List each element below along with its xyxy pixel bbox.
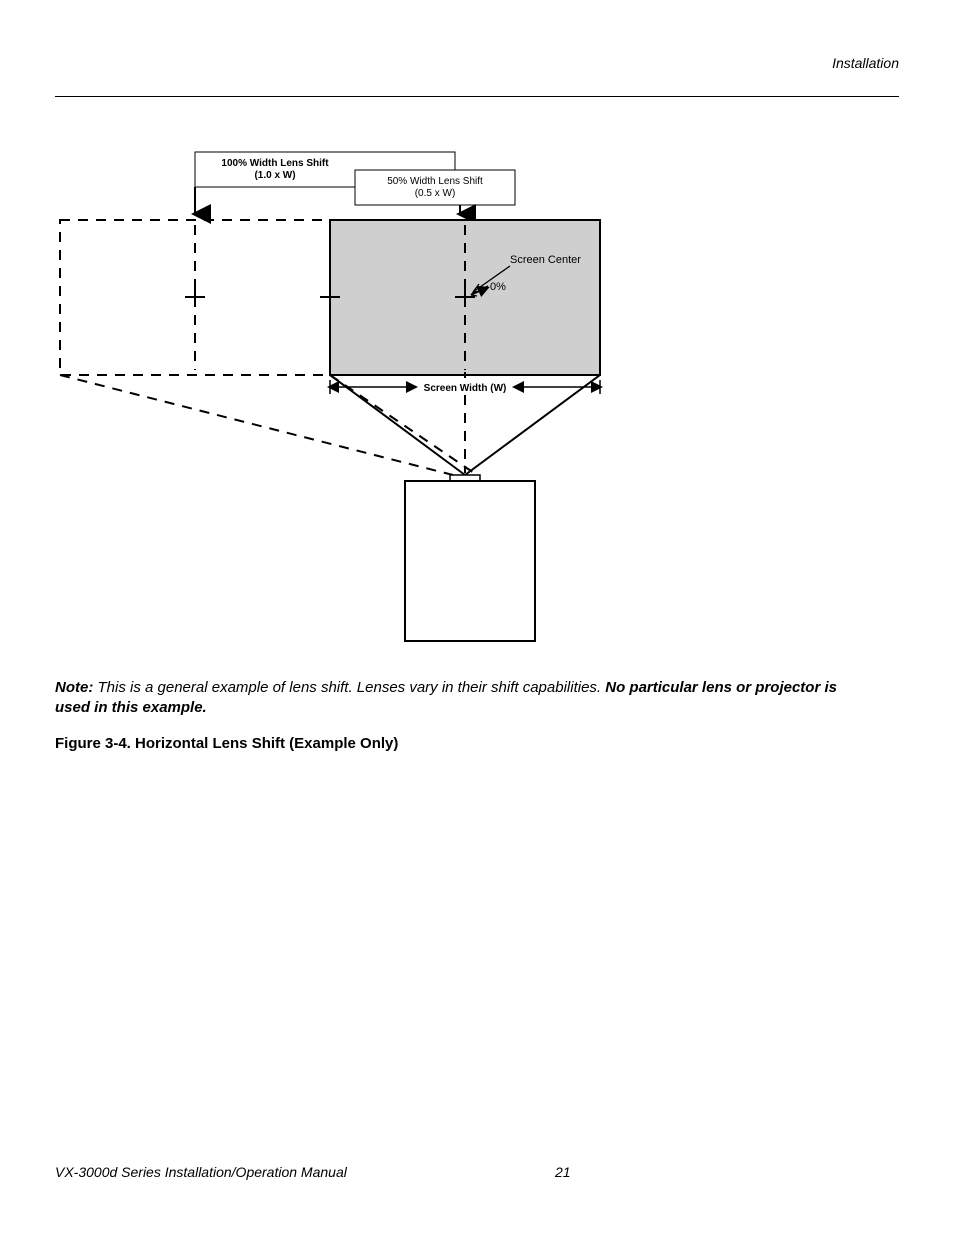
center-cross-100 <box>185 287 205 307</box>
note-block: Note: This is a general example of lens … <box>55 678 875 719</box>
note-lead: Note: <box>55 679 93 696</box>
screen-width-label: Screen Width (W) <box>424 383 507 394</box>
lens-shift-diagram: 100% Width Lens Shift (1.0 x W) 50% Widt… <box>55 140 615 660</box>
section-header: Installation <box>832 55 899 71</box>
label-100-l1: 100% Width Lens Shift <box>221 158 329 169</box>
note-body: This is a general example of lens shift.… <box>98 679 602 696</box>
zero-pct-label: 0% <box>490 281 506 293</box>
figure-caption: Figure 3-4. Horizontal Lens Shift (Examp… <box>55 735 398 752</box>
label-50-l1: 50% Width Lens Shift <box>387 176 483 187</box>
footer-page-number: 21 <box>555 1164 571 1180</box>
header-rule <box>55 96 899 97</box>
screen-center-label: Screen Center <box>510 254 581 266</box>
footer-manual-title: VX-3000d Series Installation/Operation M… <box>55 1164 347 1180</box>
label-50-l2: (0.5 x W) <box>415 188 456 199</box>
label-100-l2: (1.0 x W) <box>254 170 295 181</box>
